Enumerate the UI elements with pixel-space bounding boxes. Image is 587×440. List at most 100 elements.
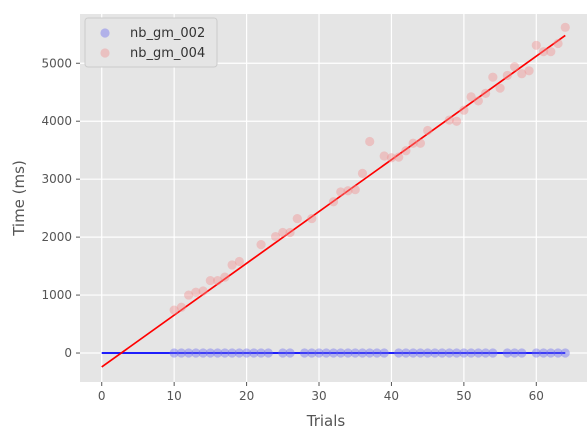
data-point-nb-gm-004 — [553, 38, 563, 49]
data-point-nb-gm-002 — [372, 348, 382, 358]
data-point-nb-gm-004 — [379, 151, 389, 161]
x-tick-label: 50 — [456, 389, 471, 403]
data-point-nb-gm-002 — [285, 348, 295, 358]
plot-background — [80, 14, 587, 382]
data-point-nb-gm-002 — [205, 348, 215, 358]
data-point-nb-gm-002 — [466, 348, 476, 358]
data-point-nb-gm-004 — [495, 83, 505, 93]
data-point-nb-gm-002 — [509, 348, 520, 358]
data-point-nb-gm-004 — [531, 40, 541, 50]
data-point-nb-gm-002 — [546, 348, 556, 358]
data-point-nb-gm-002 — [437, 348, 447, 358]
data-point-nb-gm-002 — [314, 348, 324, 358]
data-point-nb-gm-002 — [343, 348, 353, 358]
y-tick-label: 1000 — [41, 288, 72, 302]
data-point-nb-gm-002 — [488, 348, 498, 358]
data-point-nb-gm-002 — [452, 348, 462, 358]
legend-marker-nb-gm-002 — [100, 28, 110, 38]
data-point-nb-gm-002 — [538, 348, 549, 358]
legend: nb_gm_002 nb_gm_004 — [84, 17, 218, 68]
x-tick-label: 30 — [311, 389, 326, 403]
data-point-nb-gm-002 — [198, 348, 208, 358]
data-point-nb-gm-002 — [191, 348, 201, 358]
data-point-nb-gm-002 — [336, 348, 346, 358]
data-point-nb-gm-002 — [234, 348, 244, 358]
data-point-nb-gm-002 — [220, 348, 230, 358]
data-point-nb-gm-004 — [278, 227, 288, 238]
data-point-nb-gm-004 — [509, 62, 520, 72]
data-point-nb-gm-004 — [307, 213, 317, 224]
fit-line-layer — [101, 34, 566, 368]
data-point-nb-gm-002 — [328, 348, 339, 358]
data-point-nb-gm-004 — [408, 138, 418, 148]
legend-label-nb-gm-002: nb_gm_002 — [130, 26, 205, 41]
x-tick-label: 60 — [529, 389, 544, 403]
data-point-nb-gm-004 — [350, 184, 360, 195]
data-point-nb-gm-004 — [560, 22, 570, 32]
data-point-nb-gm-004 — [538, 47, 549, 57]
data-point-nb-gm-004 — [205, 275, 215, 286]
data-point-nb-gm-004 — [488, 72, 498, 82]
data-point-nb-gm-004 — [336, 187, 346, 197]
data-point-nb-gm-004 — [169, 305, 179, 315]
data-point-nb-gm-002 — [169, 348, 179, 358]
data-point-nb-gm-004 — [213, 275, 223, 286]
data-point-nb-gm-004 — [401, 146, 411, 156]
data-point-nb-gm-004 — [546, 47, 556, 57]
y-tick-label: 4000 — [41, 114, 72, 128]
data-point-nb-gm-004 — [176, 302, 186, 312]
y-tick-label: 3000 — [41, 172, 72, 186]
data-point-nb-gm-002 — [401, 348, 411, 358]
data-point-nb-gm-004 — [444, 115, 454, 125]
data-point-nb-gm-002 — [241, 348, 252, 358]
data-point-nb-gm-002 — [408, 348, 418, 358]
data-point-nb-gm-002 — [249, 348, 259, 358]
x-tick-label: 10 — [167, 389, 182, 403]
data-point-layer — [169, 22, 570, 358]
data-point-nb-gm-002 — [459, 348, 469, 358]
data-point-nb-gm-002 — [227, 348, 237, 358]
fit-line-nb-gm-004 — [101, 34, 566, 368]
data-point-nb-gm-002 — [350, 348, 360, 358]
data-point-nb-gm-002 — [365, 348, 375, 358]
data-point-nb-gm-002 — [553, 348, 563, 358]
data-point-nb-gm-002 — [176, 348, 186, 358]
data-point-nb-gm-002 — [415, 348, 426, 358]
data-point-nb-gm-004 — [473, 96, 483, 106]
data-point-nb-gm-002 — [278, 348, 288, 358]
data-point-nb-gm-002 — [423, 348, 433, 358]
data-point-nb-gm-004 — [328, 197, 339, 207]
data-point-nb-gm-002 — [299, 348, 310, 358]
data-point-nb-gm-004 — [270, 231, 281, 242]
data-point-nb-gm-004 — [481, 88, 491, 98]
legend-marker-nb-gm-004 — [100, 48, 110, 58]
data-point-nb-gm-004 — [415, 138, 426, 148]
data-point-nb-gm-002 — [502, 348, 512, 358]
data-point-nb-gm-002 — [517, 348, 527, 358]
data-point-nb-gm-002 — [430, 348, 440, 358]
data-point-nb-gm-004 — [423, 125, 433, 136]
data-point-nb-gm-002 — [481, 348, 491, 358]
data-point-nb-gm-004 — [198, 286, 208, 296]
data-point-nb-gm-004 — [256, 240, 266, 250]
data-point-nb-gm-004 — [394, 152, 404, 162]
y-tick-label: 5000 — [41, 56, 72, 70]
y-tick-label: 0 — [64, 346, 72, 360]
data-point-nb-gm-004 — [502, 70, 512, 81]
data-point-nb-gm-002 — [444, 348, 454, 358]
data-point-nb-gm-002 — [184, 348, 194, 358]
x-axis-label: Trials — [306, 412, 346, 430]
data-point-nb-gm-002 — [560, 348, 570, 358]
data-point-nb-gm-004 — [365, 136, 375, 147]
data-point-nb-gm-004 — [386, 153, 397, 163]
y-axis-label: Time (ms) — [10, 160, 28, 237]
data-point-nb-gm-002 — [307, 348, 317, 358]
data-point-nb-gm-002 — [379, 348, 389, 358]
data-point-nb-gm-004 — [184, 290, 194, 300]
data-point-nb-gm-002 — [394, 348, 404, 358]
data-point-nb-gm-002 — [473, 348, 483, 358]
data-point-nb-gm-004 — [466, 92, 476, 102]
data-point-nb-gm-002 — [531, 348, 541, 358]
